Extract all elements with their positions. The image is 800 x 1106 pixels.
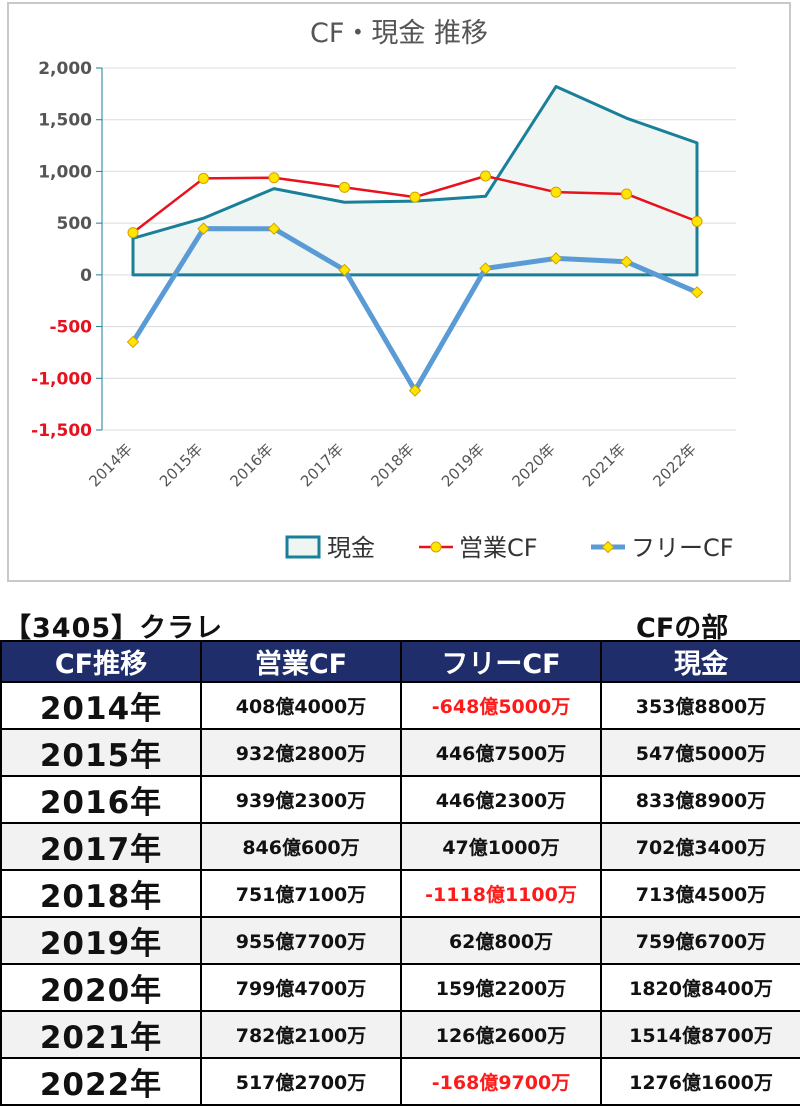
legend-free-cf-label: フリーCF — [631, 534, 734, 562]
cash-cell: 1820億8400万 — [600, 963, 800, 1012]
free-cf-cell: -1118億1100万 — [400, 869, 602, 918]
free-cf-point — [197, 222, 210, 235]
free-cf-point — [479, 262, 492, 275]
year-cell: 2018年 — [0, 869, 202, 918]
year-cell: 2019年 — [0, 916, 202, 965]
cash-cell: 759億6700万 — [600, 916, 800, 965]
x-tick-label: 2015年 — [156, 440, 206, 490]
table-row: 2021年 782億2100万 126億2600万 1514億8700万 — [0, 1010, 800, 1059]
free-cf-point — [267, 222, 281, 235]
free-cf-cell: -168億9700万 — [400, 1057, 602, 1106]
free-cf-cell: 446億7500万 — [400, 728, 602, 777]
table-row: 2022年 517億2700万 -168億9700万 1276億1600万 — [0, 1057, 800, 1106]
y-tick-label: 1,500 — [38, 111, 92, 131]
cash-cell: 353億8800万 — [600, 681, 800, 730]
cf-cash-line-chart: CF・現金 推移 2,000 1,500 1,000 500 0 -500 -1,000 -1,… — [31, 18, 736, 562]
x-tick-label: 2021年 — [579, 440, 629, 490]
operating-cf-cell: 799億4700万 — [200, 963, 402, 1012]
y-tick-label: 0 — [80, 266, 92, 286]
legend-operating-cf-label: 営業CF — [459, 534, 538, 562]
legend-cash-swatch — [285, 535, 321, 559]
operating-cf-point — [198, 172, 209, 184]
operating-cf-point — [409, 191, 421, 203]
table-row: 2017年 846億600万 47億1000万 702億3400万 — [0, 822, 800, 871]
y-tick-label: 500 — [57, 214, 93, 234]
x-tick-label: 2020年 — [508, 440, 558, 490]
table-row: 2015年 932億2800万 446億7500万 547億5000万 — [0, 728, 800, 777]
free-cf-cell: 126億2600万 — [400, 1010, 602, 1059]
operating-cf-point — [268, 172, 280, 184]
y-tick-label: 1,000 — [38, 162, 92, 182]
year-cell: 2015年 — [0, 728, 202, 777]
y-tick-label: 2,000 — [38, 59, 92, 79]
x-tick-label: 2016年 — [226, 440, 276, 490]
cash-area — [131, 85, 699, 277]
cash-cell: 547億5000万 — [600, 728, 800, 777]
x-tick-label: 2019年 — [438, 440, 488, 490]
legend-cash-label: 現金 — [327, 534, 375, 562]
cash-cell: 1276億1600万 — [600, 1057, 800, 1106]
y-tick-label: -1,000 — [31, 369, 92, 389]
table-header-row: CF推移 営業CF フリーCF 現金 — [0, 640, 800, 683]
operating-cf-cell: 932億2800万 — [200, 728, 402, 777]
legend-free-cf-marker — [601, 540, 615, 554]
free-cf-cell: -648億5000万 — [400, 681, 602, 730]
chart-title: CF・現金 推移 — [310, 18, 488, 49]
y-tick-label: -1,500 — [31, 421, 92, 441]
legend-operating-cf-marker — [430, 541, 442, 553]
cash-cell: 833億8900万 — [600, 775, 800, 824]
chart-panel: CF・現金 推移 2,000 1,500 1,000 500 0 -500 -1,000 -1,… — [7, 2, 791, 582]
free-cf-cell: 159億2200万 — [400, 963, 602, 1012]
x-tick-label: 2018年 — [367, 440, 417, 490]
cash-cell: 1514億8700万 — [600, 1010, 800, 1059]
operating-cf-point — [339, 181, 350, 193]
operating-cf-point — [550, 186, 562, 198]
operating-cf-point — [621, 188, 632, 200]
free-cf-cell: 47億1000万 — [400, 822, 602, 871]
operating-cf-point — [691, 215, 703, 227]
free-cf-point — [338, 263, 351, 277]
year-cell: 2022年 — [0, 1057, 202, 1106]
operating-cf-cell: 846億600万 — [200, 822, 402, 871]
column-header-cash: 現金 — [600, 640, 800, 683]
free-cf-cell: 62億800万 — [400, 916, 602, 965]
free-cf-point — [549, 252, 563, 265]
table-row: 2018年 751億7100万 -1118億1100万 713億4500万 — [0, 869, 800, 918]
cash-cell: 702億3400万 — [600, 822, 800, 871]
operating-cf-cell: 939億2300万 — [200, 775, 402, 824]
x-tick-label: 2022年 — [649, 440, 699, 490]
free-cf-point — [126, 335, 140, 349]
column-header-free-cf: フリーCF — [400, 640, 602, 683]
year-cell: 2016年 — [0, 775, 202, 824]
year-cell: 2014年 — [0, 681, 202, 730]
section-title: CFの部 — [636, 613, 729, 644]
free-cf-cell: 446億2300万 — [400, 775, 602, 824]
column-header-cf-trend: CF推移 — [0, 640, 202, 683]
operating-cf-cell: 751億7100万 — [200, 869, 402, 918]
operating-cf-cell: 955億7700万 — [200, 916, 402, 965]
company-title: 【3405】クラレ — [4, 613, 224, 644]
table-row: 2014年 408億4000万 -648億5000万 353億8800万 — [0, 681, 800, 730]
free-cf-point — [408, 384, 422, 397]
table-row: 2019年 955億7700万 62億800万 759億6700万 — [0, 916, 800, 965]
year-cell: 2017年 — [0, 822, 202, 871]
table-row: 2016年 939億2300万 446億2300万 833億8900万 — [0, 775, 800, 824]
operating-cf-point — [127, 227, 139, 239]
year-cell: 2020年 — [0, 963, 202, 1012]
operating-cf-cell: 517億2700万 — [200, 1057, 402, 1106]
x-tick-label: 2014年 — [85, 440, 135, 490]
cash-cell: 713億4500万 — [600, 869, 800, 918]
cf-table: CF推移 営業CF フリーCF 現金 2014年 408億4000万 -648億50… — [0, 640, 800, 1106]
y-tick-label: -500 — [49, 318, 92, 338]
free-cf-point — [620, 255, 633, 269]
operating-cf-cell: 408億4000万 — [200, 681, 402, 730]
table-row: 2020年 799億4700万 159億2200万 1820億8400万 — [0, 963, 800, 1012]
operating-cf-point — [480, 170, 491, 182]
column-header-operating-cf: 営業CF — [200, 640, 402, 683]
operating-cf-cell: 782億2100万 — [200, 1010, 402, 1059]
x-tick-label: 2017年 — [297, 440, 347, 490]
free-cf-point — [690, 286, 704, 299]
year-cell: 2021年 — [0, 1010, 202, 1059]
